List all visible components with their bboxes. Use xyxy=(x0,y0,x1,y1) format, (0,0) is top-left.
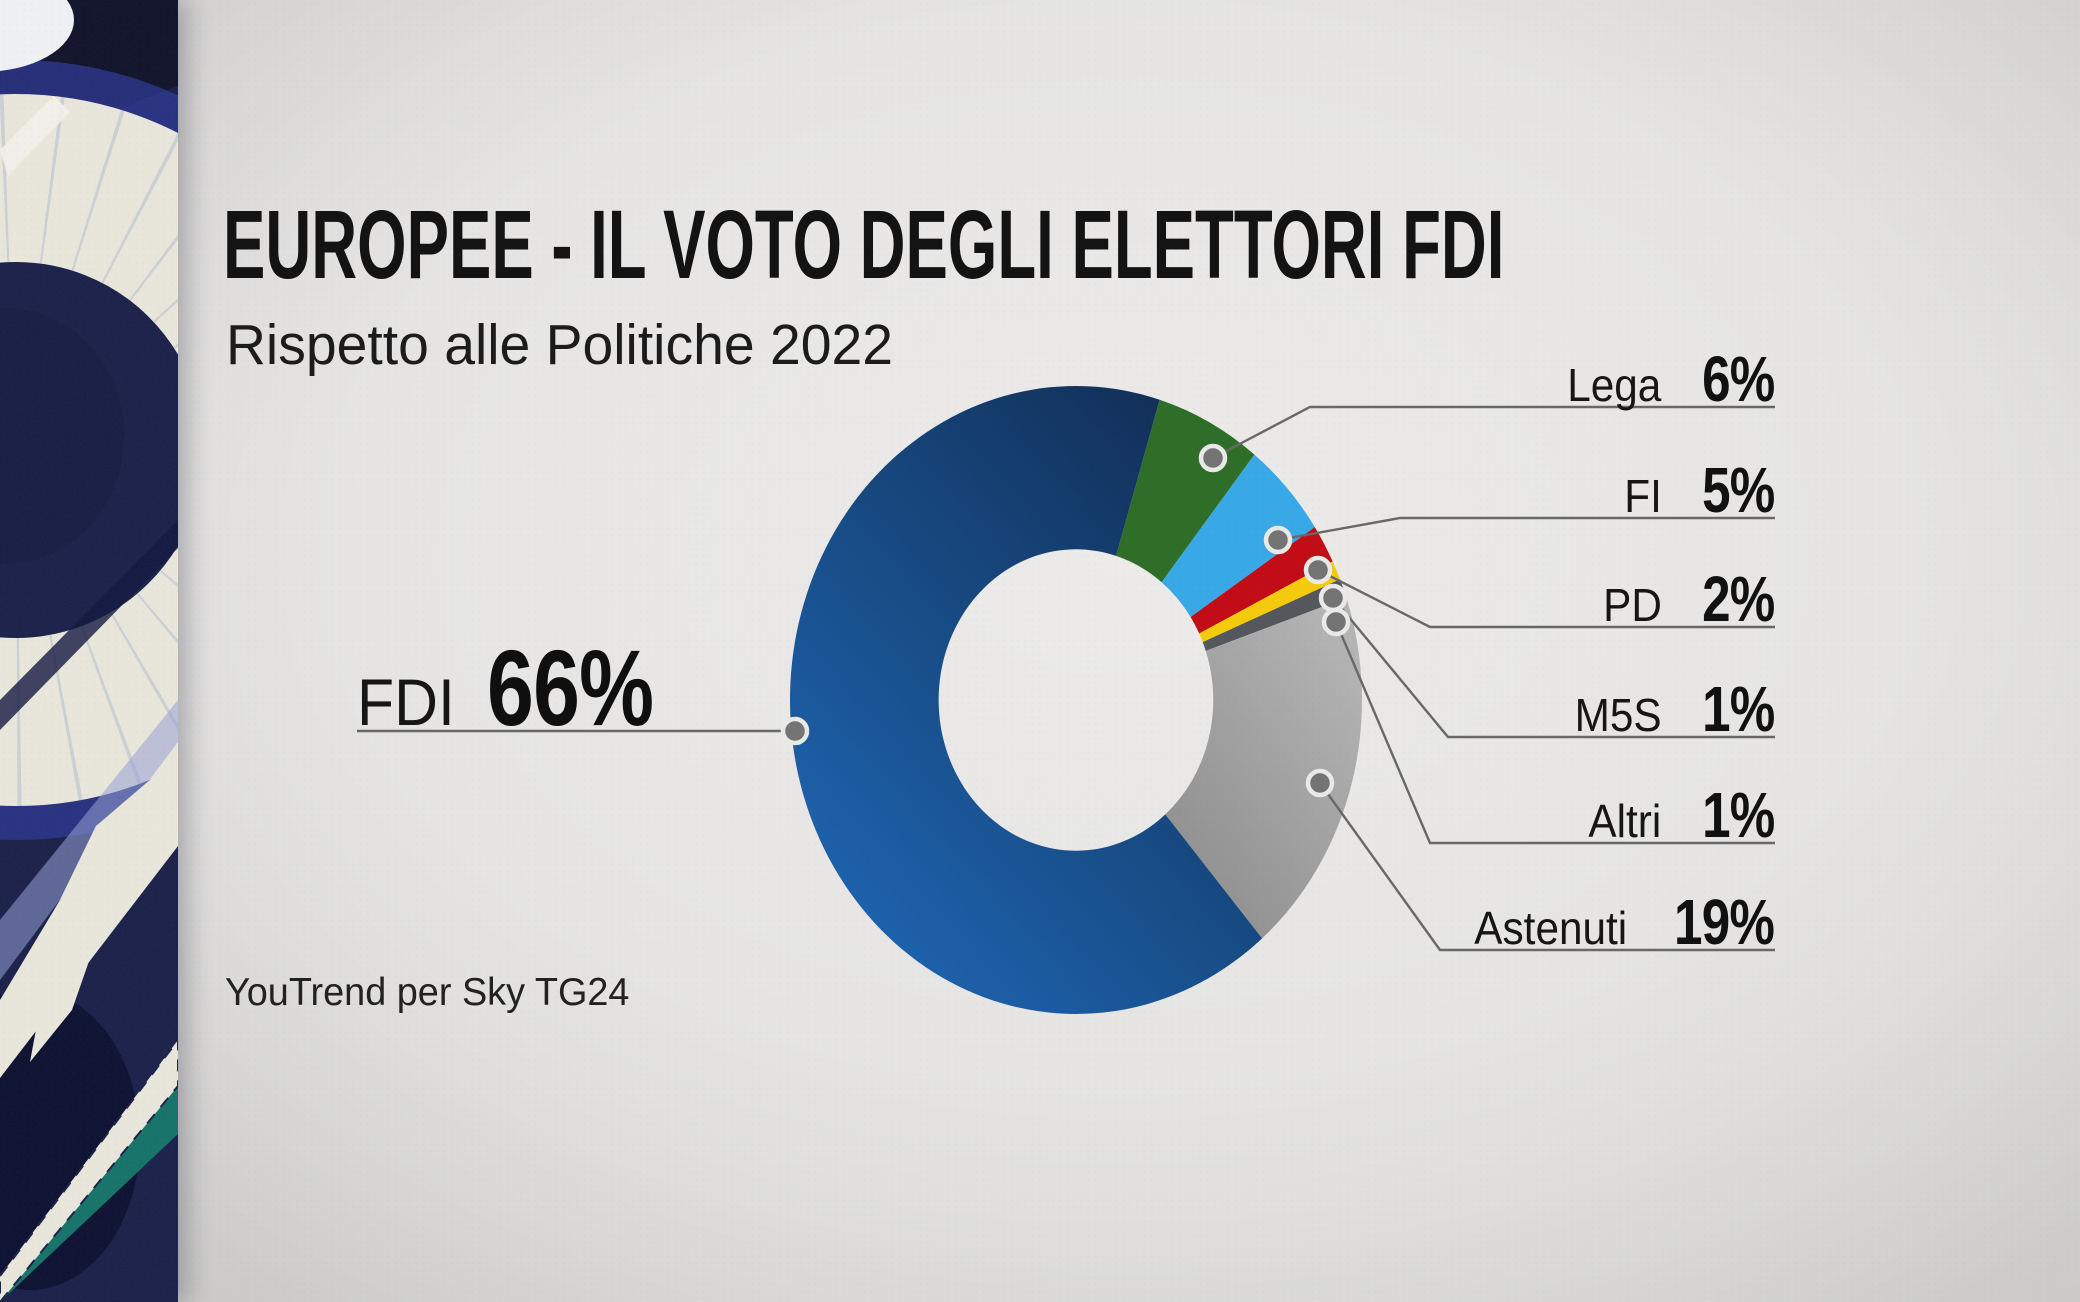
leader-dot-fi xyxy=(1263,525,1293,555)
slice-value: 1% xyxy=(1701,779,1775,851)
donut-slice-altri xyxy=(1202,579,1347,651)
slice-label: FI xyxy=(1623,470,1662,522)
slice-value: 6% xyxy=(1701,343,1775,415)
leader-dot-altri xyxy=(1321,607,1351,637)
page-title: EUROPEE - IL VOTO DEGLI ELETTORI FDI xyxy=(223,190,1505,299)
slice-value: 2% xyxy=(1701,563,1775,635)
leader-dot-pd xyxy=(1303,555,1333,585)
callout-pd: PD 2% xyxy=(1598,563,1775,635)
slice-label: FDI xyxy=(357,665,455,739)
callout-m5s: M5S 1% xyxy=(1567,677,1774,741)
callout-fdi: FDI 66% xyxy=(357,634,701,742)
slice-value: 5% xyxy=(1701,454,1775,526)
decorative-artwork-strip xyxy=(0,0,178,1302)
slice-label: Altri xyxy=(1588,795,1662,847)
callout-fi: FI 5% xyxy=(1621,454,1775,526)
slice-label: M5S xyxy=(1574,689,1662,741)
leader-line-pd xyxy=(1317,568,1775,629)
donut-slice-fi xyxy=(1161,454,1315,617)
leader-line-lega xyxy=(1212,405,1775,460)
leader-line-astenuti xyxy=(1319,782,1775,952)
slice-label: Lega xyxy=(1567,359,1662,411)
slice-value: 1% xyxy=(1701,673,1775,745)
leader-line-m5s xyxy=(1332,597,1775,739)
callout-astenuti: Astenuti 19% xyxy=(1461,886,1775,958)
donut-slice-pd xyxy=(1190,527,1333,634)
donut-slice-lega xyxy=(1116,399,1255,583)
slice-value: 19% xyxy=(1673,886,1775,958)
leader-dot-lega xyxy=(1198,443,1228,473)
leader-line-fi xyxy=(1277,516,1775,542)
slice-label: PD xyxy=(1602,579,1662,631)
slice-label: Astenuti xyxy=(1473,902,1627,954)
leader-line-altri xyxy=(1334,621,1775,845)
source-credit: YouTrend per Sky TG24 xyxy=(225,971,630,1014)
page-subtitle: Rispetto alle Politiche 2022 xyxy=(226,313,893,377)
callout-altri: Altri 1% xyxy=(1582,779,1775,851)
donut-slice-m5s xyxy=(1199,561,1340,643)
slice-value: 66% xyxy=(487,627,654,748)
leader-dot-fdi xyxy=(780,716,810,746)
leader-dot-m5s xyxy=(1318,583,1348,613)
donut-slice-fdi xyxy=(789,385,1263,1014)
callout-lega: Lega 6% xyxy=(1559,347,1774,411)
leader-dot-astenuti xyxy=(1305,768,1335,798)
donut-slice-astenuti xyxy=(1165,597,1362,939)
abstract-paint-graphic xyxy=(0,0,178,1302)
